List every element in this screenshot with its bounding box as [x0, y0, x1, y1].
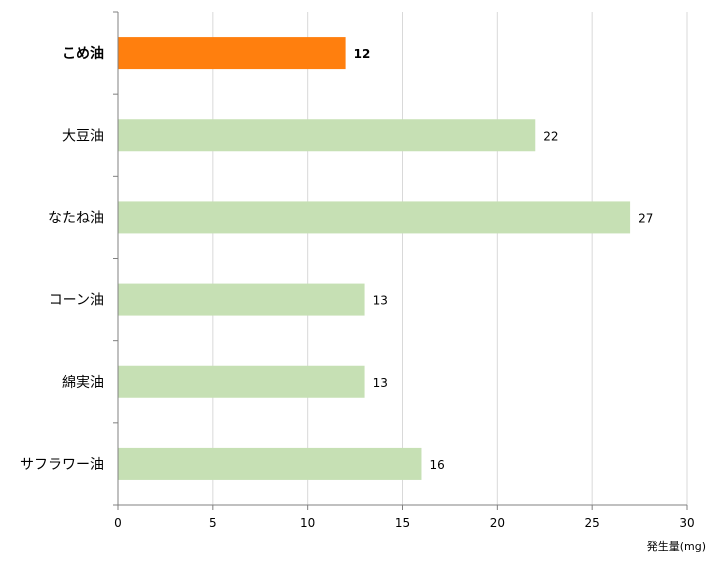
x-tick-label: 25 — [585, 516, 600, 530]
x-tick-label: 5 — [209, 516, 217, 530]
data-label: 12 — [354, 47, 371, 61]
category-label: コーン油 — [49, 293, 104, 309]
category-label: 綿実油 — [62, 375, 104, 391]
axes — [113, 11, 688, 510]
category-label: サフラワー油 — [20, 457, 104, 473]
x-tick-label: 30 — [679, 516, 694, 530]
category-label: 大豆油 — [62, 128, 104, 144]
x-tick-label: 10 — [300, 516, 315, 530]
gridlines — [212, 12, 688, 505]
x-tick-label: 0 — [114, 516, 122, 530]
category-label: なたね油 — [48, 210, 104, 226]
bar — [118, 283, 365, 316]
data-label: 13 — [373, 376, 388, 390]
x-axis-title: 発生量(mg) — [647, 539, 706, 553]
data-label: 27 — [638, 211, 653, 225]
labels: 0 5 10 15 20 25 30 こめ油 12 大豆油 22 なたね油 27 コーン油 13 綿実油 13 サ… — [20, 45, 695, 530]
bar — [118, 447, 422, 480]
x-tick-label: 20 — [490, 516, 505, 530]
bars — [118, 37, 631, 480]
category-label: こめ油 — [62, 45, 104, 62]
bar — [118, 201, 631, 234]
bar — [118, 365, 365, 398]
bar — [118, 37, 346, 70]
data-label: 13 — [373, 294, 388, 308]
x-tick-label: 15 — [395, 516, 410, 530]
data-label: 16 — [429, 458, 444, 472]
data-label: 22 — [543, 129, 558, 143]
bar — [118, 119, 536, 152]
